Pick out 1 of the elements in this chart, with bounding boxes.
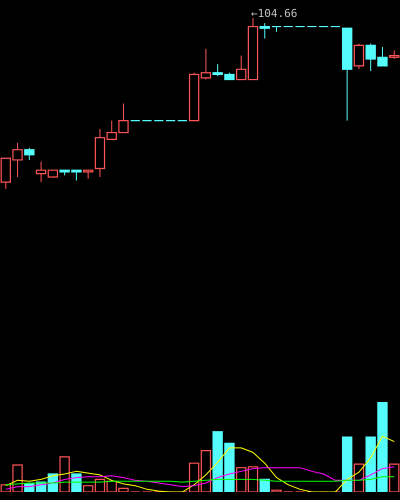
annotation: ←104.66	[250, 7, 298, 20]
